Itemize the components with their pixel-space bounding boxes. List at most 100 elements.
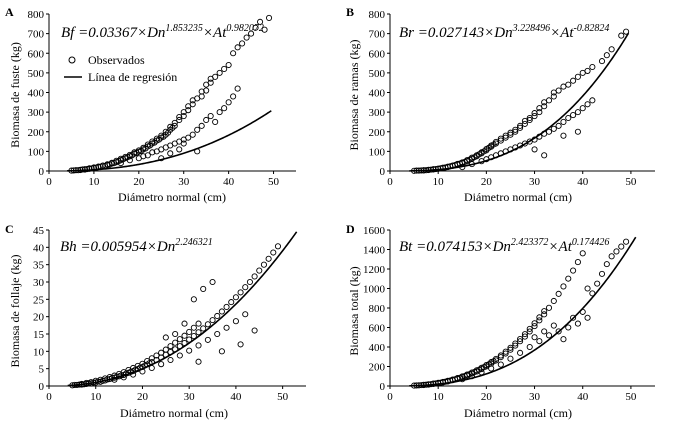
data-point [560,132,567,139]
data-point [218,308,225,315]
equation-a: Bf =0.03367×Dn1.853235×At0.982072 [61,23,264,41]
panel-a: A Bf =0.03367×Dn1.853235×At0.982072 Obse… [5,5,296,204]
data-point [198,88,205,95]
data-point [234,85,241,92]
y-tick-label: 200 [28,127,45,139]
data-point [223,303,230,311]
data-point [83,379,90,386]
data-point [623,28,630,35]
data-point [531,113,538,120]
x-tick-label: 50 [625,176,637,188]
data-point [225,99,232,106]
data-point [71,381,78,389]
data-point [579,250,586,257]
data-point [570,314,577,321]
y-tick-label: 600 [369,48,386,60]
data-point [252,24,259,31]
data-point [189,131,196,138]
data-point [555,87,562,94]
data-point [172,330,179,338]
y-tick-label: 5 [39,364,45,376]
data-point [242,284,249,291]
data-point [148,364,155,372]
x-tick-label: 50 [625,391,637,403]
data-point [120,374,127,381]
data-point [560,283,567,290]
data-point [209,317,216,324]
x-tick-label: 50 [268,176,280,188]
data-point [536,338,543,345]
data-point [140,153,147,160]
panel-letter-a: A [5,5,14,19]
data-point [488,365,495,372]
data-point [618,32,625,39]
y-tick-label: 200 [369,362,386,374]
y-tick-label: 0 [39,381,45,393]
data-point [526,328,533,335]
data-point [555,290,562,297]
panel-c: C Bh =0.005954×Dn2.246321 Diámetro norma… [5,222,306,420]
data-point [531,323,538,330]
data-point [186,328,193,335]
y-tick-label: 30 [33,277,45,289]
data-point [167,150,174,157]
data-point [86,165,93,172]
equation-text: Bh =0.005954×Dn2.246321 [60,237,213,255]
data-point [181,320,188,327]
data-point [603,52,610,59]
data-point [265,14,273,21]
data-point [256,267,263,274]
equation-c: Bh =0.005954×Dn2.246321 [60,237,213,255]
y-tick-label: 100 [28,146,45,158]
x-tick-label: 0 [387,176,393,188]
equation-text: Bt =0.074153×Dn2.423372×At0.174426 [399,237,609,255]
data-point [550,322,557,329]
data-point [144,152,151,159]
data-point [555,122,562,129]
x-tick-label: 20 [133,176,145,188]
x-tick-label: 40 [230,391,242,403]
data-point [162,346,169,353]
y-tick-label: 1400 [363,245,386,257]
data-point [517,349,524,356]
x-tick-label: 10 [433,176,445,188]
data-point [545,128,553,135]
data-point [239,40,246,47]
y-tick-label: 0 [380,381,386,393]
data-point [589,97,596,104]
x-tick-label: 10 [433,391,445,403]
data-point [126,157,133,164]
data-point [550,93,557,100]
data-point [565,114,572,122]
x-tick-label: 20 [481,176,493,188]
data-point [536,317,543,324]
data-point [130,371,137,378]
x-tick-label: 30 [184,391,196,403]
data-point [195,342,202,349]
data-point [274,243,282,250]
data-point [139,368,146,375]
data-point [200,285,207,292]
panel-letter-d: D [346,222,355,236]
data-point [545,97,553,104]
data-point [574,73,581,80]
x-axis-label-a: Diámetro normal (cm) [118,190,226,204]
y-tick-label: 700 [28,29,45,41]
data-point [579,105,586,112]
data-point [214,330,221,338]
data-point [570,112,577,119]
data-point [550,125,557,132]
data-point [162,334,169,341]
data-point [560,118,567,125]
data-point [200,325,207,332]
data-point [497,137,504,144]
data-point [541,308,548,315]
data-point [265,255,272,262]
legend-label: Línea de regresión [88,70,177,84]
data-point [158,361,165,368]
data-point [541,152,548,159]
data-point [565,81,572,88]
data-point [545,304,553,311]
data-point [207,79,214,86]
x-tick-label: 30 [529,176,541,188]
